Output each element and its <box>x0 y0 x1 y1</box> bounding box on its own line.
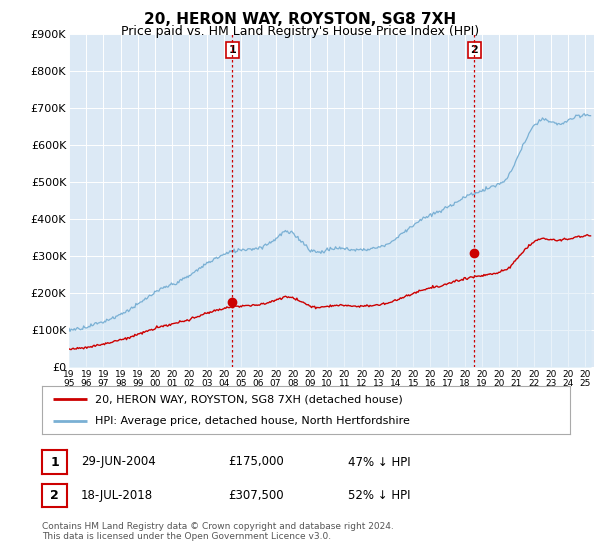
Text: 2: 2 <box>470 45 478 55</box>
Text: Price paid vs. HM Land Registry's House Price Index (HPI): Price paid vs. HM Land Registry's House … <box>121 25 479 38</box>
Text: 1: 1 <box>50 455 59 469</box>
Text: 20, HERON WAY, ROYSTON, SG8 7XH (detached house): 20, HERON WAY, ROYSTON, SG8 7XH (detache… <box>95 394 403 404</box>
Text: 52% ↓ HPI: 52% ↓ HPI <box>348 489 410 502</box>
Text: 29-JUN-2004: 29-JUN-2004 <box>81 455 156 469</box>
Text: 47% ↓ HPI: 47% ↓ HPI <box>348 455 410 469</box>
Text: 20, HERON WAY, ROYSTON, SG8 7XH: 20, HERON WAY, ROYSTON, SG8 7XH <box>144 12 456 27</box>
Text: 2: 2 <box>50 489 59 502</box>
Text: 1: 1 <box>229 45 236 55</box>
Text: 18-JUL-2018: 18-JUL-2018 <box>81 489 153 502</box>
Text: £307,500: £307,500 <box>228 489 284 502</box>
Text: £175,000: £175,000 <box>228 455 284 469</box>
Text: HPI: Average price, detached house, North Hertfordshire: HPI: Average price, detached house, Nort… <box>95 416 410 426</box>
Text: Contains HM Land Registry data © Crown copyright and database right 2024.
This d: Contains HM Land Registry data © Crown c… <box>42 522 394 542</box>
